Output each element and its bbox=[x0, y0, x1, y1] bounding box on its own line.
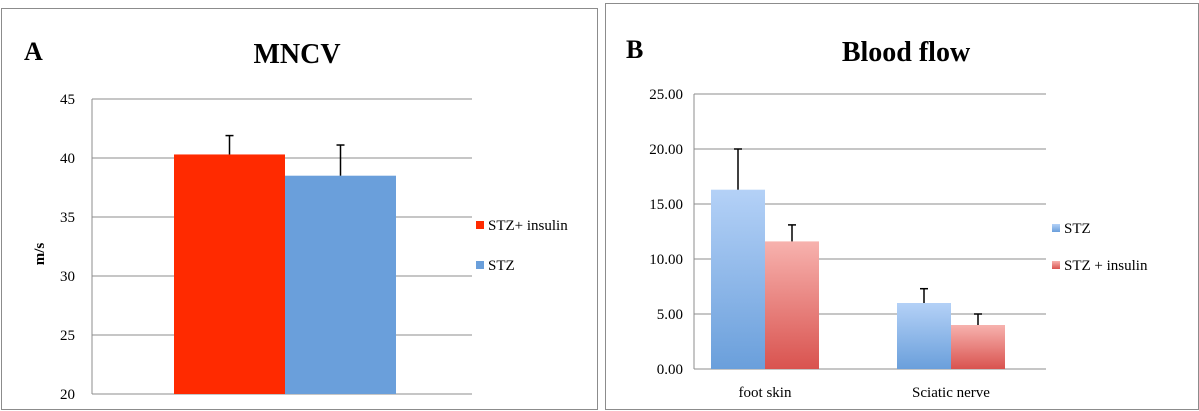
panel-letter: A bbox=[24, 37, 43, 66]
x-tick-label: Sciatic nerve bbox=[912, 385, 990, 401]
y-tick-label: 25.00 bbox=[649, 87, 683, 103]
legend-label: STZ+ insulin bbox=[488, 218, 568, 234]
bars bbox=[711, 148, 1005, 369]
chart-title: MNCV bbox=[253, 39, 340, 70]
legend-swatch bbox=[1052, 261, 1060, 269]
y-tick-label: 30 bbox=[60, 269, 75, 285]
bar bbox=[897, 303, 951, 369]
y-tick-label: 0.00 bbox=[657, 362, 683, 378]
mncv-chart: A MNCV m/s 20 25 30 35 40 45 STZ+ insulin STZ bbox=[24, 37, 568, 403]
bar bbox=[765, 241, 819, 369]
legend-label: STZ + insulin bbox=[1064, 258, 1148, 274]
bars bbox=[174, 134, 396, 394]
y-tick-label: 25 bbox=[60, 328, 75, 344]
y-tick-label: 20 bbox=[60, 387, 75, 403]
y-tick-label: 5.00 bbox=[657, 307, 683, 323]
legend-swatch bbox=[476, 261, 484, 269]
y-tick-label: 40 bbox=[60, 151, 75, 167]
y-tick-labels: 0.00 5.00 10.00 15.00 20.00 25.00 bbox=[649, 87, 683, 378]
y-tick-label: 15.00 bbox=[649, 197, 683, 213]
x-tick-label: foot skin bbox=[739, 385, 792, 401]
bar-stz bbox=[285, 175, 396, 394]
legend: STZ+ insulin STZ bbox=[476, 218, 568, 274]
chart-panel-blood-flow: B Blood flow 0.00 5.00 10.00 15.00 20.00 25.0… bbox=[605, 3, 1199, 410]
y-tick-label: 35 bbox=[60, 210, 75, 226]
legend-swatch bbox=[476, 221, 484, 229]
blood-flow-chart: B Blood flow 0.00 5.00 10.00 15.00 20.00 25.0… bbox=[626, 35, 1148, 401]
y-tick-labels: 20 25 30 35 40 45 bbox=[60, 92, 75, 403]
panel-letter: B bbox=[626, 35, 643, 64]
bar-stz-insulin bbox=[174, 154, 285, 394]
legend-label: STZ bbox=[1064, 221, 1091, 237]
chart-panel-mncv: A MNCV m/s 20 25 30 35 40 45 STZ+ insulin STZ bbox=[1, 8, 598, 410]
x-tick-labels: foot skin Sciatic nerve bbox=[739, 385, 991, 401]
legend-label: STZ bbox=[488, 258, 515, 274]
chart-title: Blood flow bbox=[842, 37, 971, 68]
y-axis-label: m/s bbox=[32, 243, 48, 266]
y-tick-label: 45 bbox=[60, 92, 75, 108]
y-tick-label: 20.00 bbox=[649, 142, 683, 158]
bar bbox=[951, 325, 1005, 369]
legend-swatch bbox=[1052, 224, 1060, 232]
legend: STZ STZ + insulin bbox=[1052, 221, 1148, 274]
y-tick-label: 10.00 bbox=[649, 252, 683, 268]
bar bbox=[711, 189, 765, 369]
